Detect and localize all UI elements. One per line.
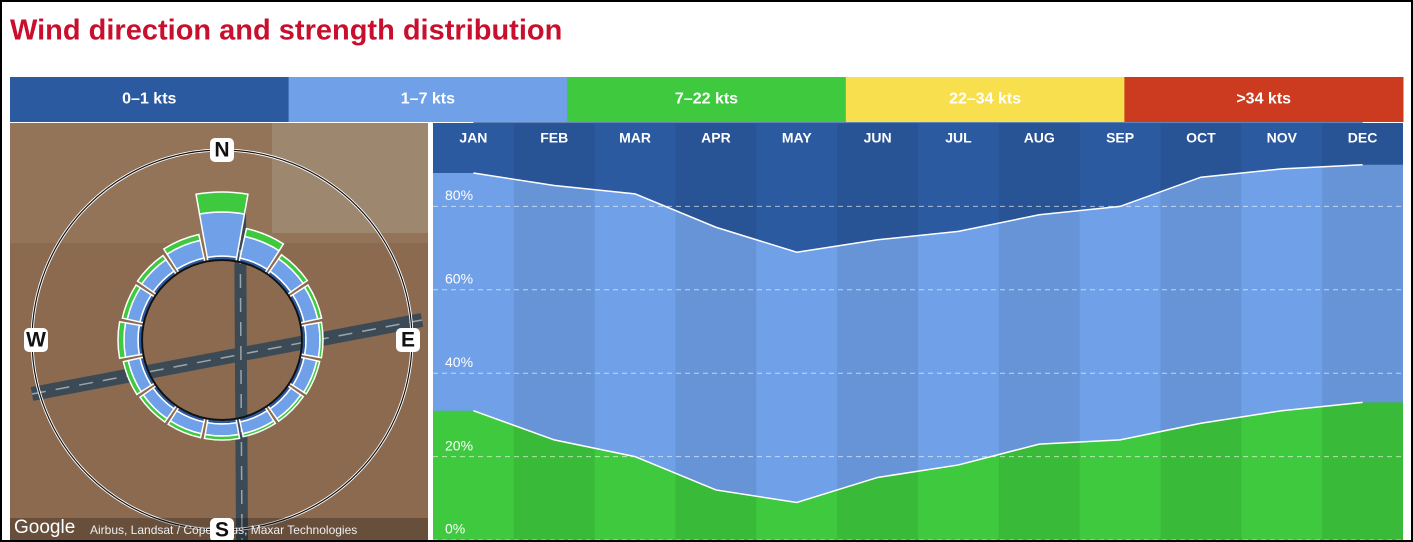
legend-label: >34 kts: [1236, 91, 1291, 108]
legend-label: 7–22 kts: [675, 91, 738, 108]
legend-label: 0–1 kts: [122, 91, 176, 108]
legend-swatch: [1124, 77, 1404, 122]
rose-segment: [198, 211, 246, 259]
rose-segment: [121, 284, 142, 321]
rose-segment: [138, 393, 169, 424]
x-tick-label: MAR: [619, 130, 651, 146]
rose-segment: [317, 321, 324, 359]
column-shade: [1160, 123, 1242, 540]
rose-segment: [277, 253, 309, 285]
compass-label: N: [214, 139, 229, 162]
rose-segment: [203, 433, 241, 441]
rose-segment: [243, 227, 285, 252]
compass-badge: [210, 518, 234, 540]
y-tick-label: 80%: [445, 187, 473, 203]
legend-label: 22–34 kts: [949, 91, 1021, 108]
column-shade: [837, 123, 918, 540]
column-shade: [998, 123, 1080, 540]
compass-badge: [24, 328, 48, 352]
legend-swatch: [845, 77, 1125, 122]
x-tick-label: AUG: [1024, 130, 1055, 146]
rose-segment: [167, 419, 203, 439]
y-tick-label: 60%: [445, 271, 473, 287]
series-line: [473, 163, 1363, 254]
legend-label: 1–7 kts: [401, 91, 455, 108]
map: Google Airbus, Landsat / Copernicus, Max…: [10, 123, 428, 540]
runway-marking: [31, 319, 423, 395]
map-provider: Google: [14, 517, 75, 538]
column-shade: [513, 123, 595, 540]
x-tick-label: JUN: [864, 130, 892, 146]
compass-label: E: [401, 329, 415, 352]
x-tick-label: SEP: [1106, 130, 1134, 146]
rose-segment: [162, 233, 201, 256]
rose-segment: [123, 321, 141, 359]
map-buildings: [272, 123, 428, 233]
rose-segment: [195, 191, 249, 215]
series-line: [473, 401, 1363, 504]
rose-segment: [302, 359, 321, 395]
compass-label: W: [26, 329, 46, 352]
column-shade: [1322, 123, 1403, 540]
rose-segment: [275, 393, 305, 423]
compass-label: S: [215, 519, 229, 540]
y-tick-label: 40%: [445, 354, 473, 370]
x-tick-label: JUL: [945, 130, 972, 146]
rose-segment: [136, 254, 167, 285]
compass-badge: [396, 328, 420, 352]
legend-swatch: [567, 77, 847, 122]
x-tick-label: DEC: [1348, 130, 1378, 146]
x-tick-label: OCT: [1186, 130, 1216, 146]
x-tick-label: MAY: [782, 130, 812, 146]
y-tick-label: 0%: [445, 521, 465, 537]
rose-segment: [117, 320, 127, 360]
x-tick-label: NOV: [1267, 130, 1298, 146]
legend-swatch: [288, 77, 568, 122]
x-tick-label: FEB: [540, 130, 568, 146]
rose-segment: [204, 421, 240, 437]
rose-segment: [303, 321, 321, 359]
x-tick-label: JAN: [459, 130, 487, 146]
column-shade: [675, 123, 757, 540]
x-tick-label: APR: [701, 130, 731, 146]
compass-badge: [210, 138, 234, 162]
rose-segment: [241, 419, 277, 438]
legend-swatch: [10, 77, 290, 122]
title: Wind direction and strength distribution: [10, 15, 562, 47]
y-tick-label: 20%: [445, 437, 473, 453]
rose-segment: [122, 359, 143, 396]
rose-segment: [303, 284, 323, 320]
rose-inner-ring: [141, 259, 303, 421]
